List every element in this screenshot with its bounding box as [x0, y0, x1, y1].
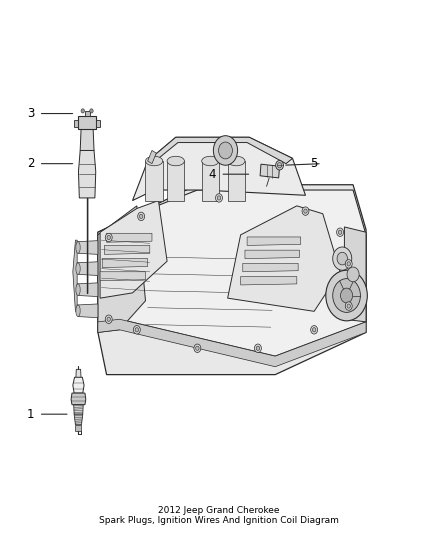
Polygon shape [73, 240, 77, 311]
Circle shape [215, 193, 223, 202]
Polygon shape [71, 393, 86, 405]
Circle shape [196, 346, 199, 350]
Polygon shape [77, 283, 98, 296]
Circle shape [347, 304, 350, 308]
Polygon shape [77, 241, 98, 254]
Circle shape [254, 344, 261, 352]
Polygon shape [148, 150, 156, 164]
Circle shape [304, 209, 307, 213]
Polygon shape [96, 120, 100, 127]
Circle shape [107, 236, 110, 240]
Circle shape [333, 247, 352, 270]
Polygon shape [148, 138, 293, 164]
Polygon shape [106, 233, 152, 242]
Polygon shape [102, 259, 148, 268]
Polygon shape [77, 304, 98, 318]
Circle shape [139, 214, 143, 219]
Polygon shape [74, 405, 83, 414]
Polygon shape [133, 138, 305, 200]
Ellipse shape [76, 305, 80, 317]
Circle shape [333, 279, 360, 312]
Circle shape [90, 109, 93, 113]
Polygon shape [77, 262, 98, 276]
Polygon shape [98, 319, 366, 367]
Polygon shape [98, 206, 145, 333]
Circle shape [277, 163, 282, 168]
Polygon shape [243, 263, 298, 272]
Polygon shape [75, 425, 81, 431]
Ellipse shape [76, 284, 80, 295]
Circle shape [105, 315, 112, 324]
Polygon shape [247, 237, 301, 245]
Ellipse shape [145, 156, 163, 166]
Ellipse shape [76, 241, 80, 253]
Polygon shape [73, 377, 84, 393]
Polygon shape [202, 161, 219, 200]
Polygon shape [78, 116, 96, 130]
Polygon shape [74, 414, 83, 425]
Circle shape [105, 233, 112, 241]
Text: 3: 3 [27, 107, 35, 120]
Circle shape [276, 160, 283, 170]
Circle shape [107, 317, 110, 321]
Polygon shape [100, 272, 145, 281]
Circle shape [340, 288, 353, 303]
Ellipse shape [167, 156, 184, 166]
Text: 2: 2 [27, 157, 35, 170]
Circle shape [312, 328, 316, 332]
Polygon shape [78, 150, 96, 198]
Ellipse shape [76, 263, 80, 274]
Circle shape [135, 328, 138, 332]
Ellipse shape [228, 156, 245, 166]
Ellipse shape [202, 156, 219, 166]
Polygon shape [228, 206, 340, 311]
Polygon shape [245, 250, 300, 259]
Polygon shape [240, 277, 297, 285]
Circle shape [345, 302, 352, 310]
Circle shape [337, 228, 343, 237]
Polygon shape [100, 200, 167, 298]
Circle shape [217, 196, 221, 200]
Polygon shape [104, 245, 150, 254]
Polygon shape [98, 190, 366, 356]
Circle shape [134, 326, 140, 334]
Circle shape [347, 267, 359, 282]
Polygon shape [260, 164, 279, 178]
Circle shape [345, 260, 352, 268]
Circle shape [256, 346, 260, 350]
Circle shape [347, 262, 350, 266]
Circle shape [219, 142, 233, 159]
Circle shape [302, 207, 309, 215]
Text: 1: 1 [27, 408, 35, 421]
Polygon shape [167, 161, 184, 200]
Circle shape [81, 109, 85, 113]
Circle shape [194, 344, 201, 352]
Circle shape [213, 136, 237, 165]
Text: 2012 Jeep Grand Cherokee
Spark Plugs, Ignition Wires And Ignition Coil Diagram: 2012 Jeep Grand Cherokee Spark Plugs, Ig… [99, 506, 339, 525]
Text: 5: 5 [311, 157, 318, 170]
Polygon shape [98, 185, 366, 375]
Circle shape [338, 230, 342, 235]
Circle shape [311, 326, 318, 334]
Polygon shape [228, 161, 245, 200]
Polygon shape [80, 130, 94, 150]
Polygon shape [76, 369, 81, 378]
Polygon shape [74, 120, 78, 127]
Polygon shape [344, 227, 366, 322]
Circle shape [337, 252, 347, 265]
Polygon shape [85, 111, 90, 116]
Circle shape [326, 270, 367, 321]
Circle shape [138, 212, 145, 221]
Polygon shape [145, 161, 163, 200]
Text: 4: 4 [209, 168, 216, 181]
